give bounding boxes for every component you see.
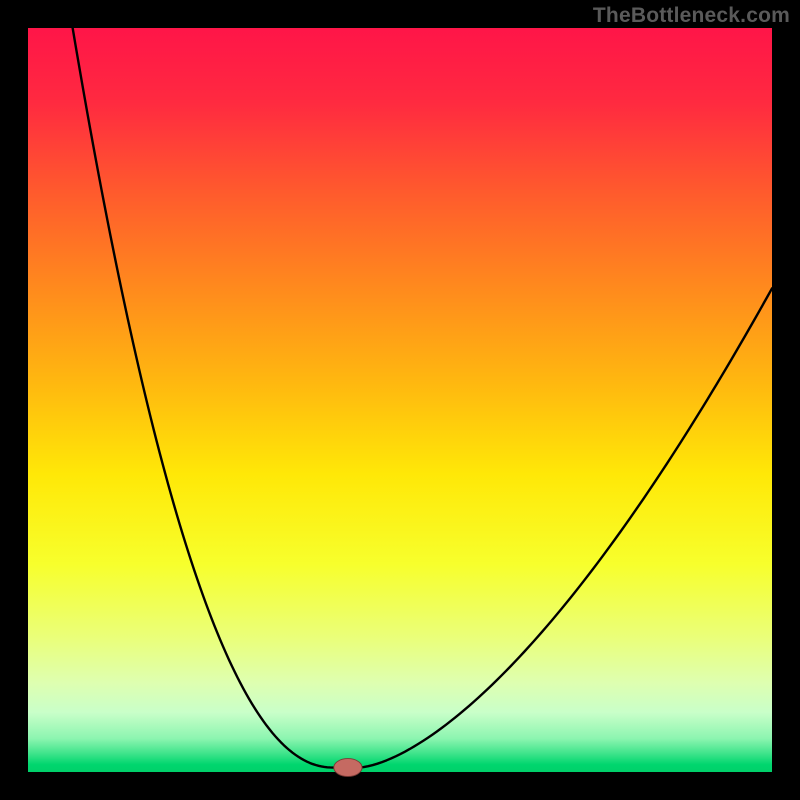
chart-svg: [0, 0, 800, 800]
source-watermark: TheBottleneck.com: [593, 4, 790, 28]
bottleneck-chart: TheBottleneck.com: [0, 0, 800, 800]
plot-background: [28, 28, 772, 772]
optimal-point-marker: [334, 759, 362, 777]
